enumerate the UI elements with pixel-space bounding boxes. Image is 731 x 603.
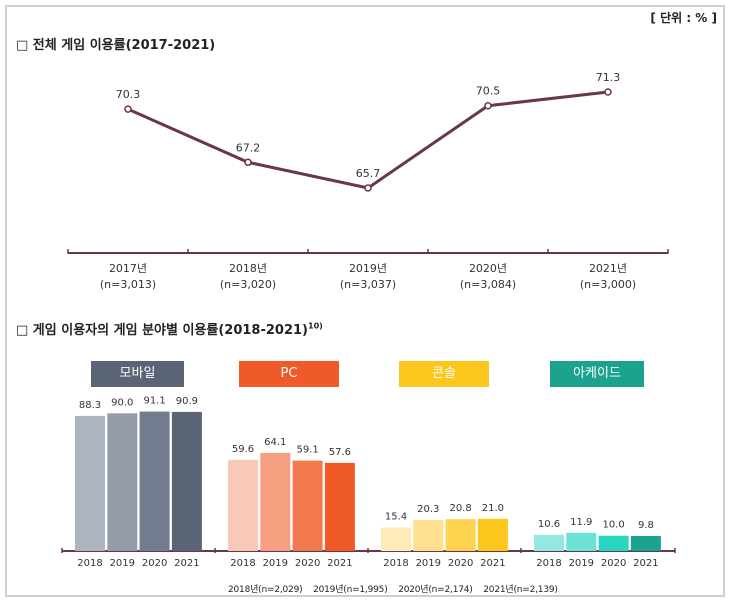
bar bbox=[413, 519, 444, 551]
data-point bbox=[244, 158, 252, 167]
bar-year-label: 2021 bbox=[633, 558, 658, 569]
bar-value-label: 20.3 bbox=[417, 504, 439, 515]
unit-label: [ 단위 : % ] bbox=[650, 11, 717, 25]
bar-value-label: 10.0 bbox=[602, 520, 624, 531]
bar-year-label: 2020 bbox=[142, 558, 167, 569]
category-header: PC bbox=[239, 361, 339, 387]
bar bbox=[598, 535, 629, 551]
bar-value-label: 90.0 bbox=[111, 397, 133, 408]
bar-value-label: 57.6 bbox=[329, 447, 351, 458]
bar-value-label: 11.9 bbox=[570, 517, 592, 528]
footnote-item: 2019년(n=1,995) bbox=[313, 585, 388, 595]
category-header: 아케이드 bbox=[550, 361, 644, 387]
bar-year-label: 2019 bbox=[416, 558, 441, 569]
data-label: 70.3 bbox=[116, 88, 141, 101]
bar-year-label: 2020 bbox=[601, 558, 626, 569]
x-tick-label: 2017년 bbox=[109, 262, 147, 275]
chart-frame bbox=[5, 5, 725, 597]
category-header: 콘솔 bbox=[399, 361, 489, 387]
bar bbox=[324, 462, 355, 551]
bar bbox=[566, 532, 597, 551]
data-point bbox=[124, 105, 132, 113]
data-label: 67.2 bbox=[236, 141, 261, 154]
bar-year-label: 2018 bbox=[77, 558, 102, 569]
bar-year-label: 2018 bbox=[230, 558, 255, 569]
bar bbox=[445, 519, 476, 551]
bar-value-label: 88.3 bbox=[79, 400, 101, 411]
bar-chart-title: □ 게임 이용자의 게임 분야별 이용률(2018-2021)10) bbox=[16, 319, 323, 338]
footnote-item: 2021년(n=2,139) bbox=[483, 585, 558, 595]
bar-year-label: 2019 bbox=[110, 558, 135, 569]
bar-value-label: 90.9 bbox=[176, 396, 198, 407]
data-point bbox=[604, 88, 612, 96]
x-tick-sample-size: (n=3,084) bbox=[460, 278, 516, 291]
bar-year-label: 2019 bbox=[569, 558, 594, 569]
category-header: 모바일 bbox=[91, 361, 184, 387]
footnote-ref: 10) bbox=[308, 321, 323, 331]
bar-year-label: 2018 bbox=[383, 558, 408, 569]
x-tick-label: 2021년 bbox=[589, 262, 627, 275]
sample-footnote: 2018년(n=2,029) 2019년(n=1,995) 2020년(n=2,… bbox=[228, 582, 566, 595]
data-label: 71.3 bbox=[596, 71, 621, 84]
x-tick-sample-size: (n=3,020) bbox=[220, 278, 276, 291]
x-tick-sample-size: (n=3,013) bbox=[100, 278, 156, 291]
data-point bbox=[484, 101, 492, 110]
bar bbox=[477, 518, 508, 551]
x-tick-label: 2019년 bbox=[349, 262, 387, 275]
x-tick-sample-size: (n=3,000) bbox=[580, 278, 636, 291]
bar-chart-title-text: □ 게임 이용자의 게임 분야별 이용률(2018-2021) bbox=[16, 323, 308, 338]
bar bbox=[139, 411, 170, 551]
bar bbox=[107, 413, 138, 551]
bar-value-label: 21.0 bbox=[482, 503, 504, 514]
bar bbox=[292, 460, 323, 551]
bar-year-label: 2020 bbox=[295, 558, 320, 569]
bar bbox=[171, 411, 202, 551]
bar bbox=[381, 527, 411, 551]
bar bbox=[228, 459, 258, 551]
bar-year-label: 2019 bbox=[263, 558, 288, 569]
bar bbox=[630, 536, 661, 551]
line-chart-title: □ 전체 게임 이용률(2017-2021) bbox=[16, 38, 216, 53]
data-point bbox=[364, 184, 372, 192]
bar-year-label: 2021 bbox=[480, 558, 505, 569]
bar-value-label: 20.8 bbox=[449, 503, 471, 514]
footnote-item: 2020년(n=2,174) bbox=[398, 585, 473, 595]
bar bbox=[75, 415, 105, 551]
bar-value-label: 9.8 bbox=[638, 520, 654, 531]
x-tick-label: 2020년 bbox=[469, 262, 507, 275]
data-label: 65.7 bbox=[356, 167, 381, 180]
bar-value-label: 64.1 bbox=[264, 437, 286, 448]
bar-value-label: 59.1 bbox=[296, 445, 318, 456]
bar bbox=[260, 452, 291, 551]
bar bbox=[534, 534, 564, 551]
bar-value-label: 10.6 bbox=[538, 519, 560, 530]
bar-year-label: 2021 bbox=[327, 558, 352, 569]
bar-year-label: 2020 bbox=[448, 558, 473, 569]
footnote-item: 2018년(n=2,029) bbox=[228, 585, 303, 595]
bar-value-label: 59.6 bbox=[232, 444, 254, 455]
bar-value-label: 91.1 bbox=[143, 396, 165, 407]
bar-year-label: 2018 bbox=[536, 558, 561, 569]
bar-value-label: 15.4 bbox=[385, 511, 407, 522]
x-tick-sample-size: (n=3,037) bbox=[340, 278, 396, 291]
bar-year-label: 2021 bbox=[174, 558, 199, 569]
data-label: 70.5 bbox=[476, 85, 501, 98]
x-tick-label: 2018년 bbox=[229, 262, 267, 275]
